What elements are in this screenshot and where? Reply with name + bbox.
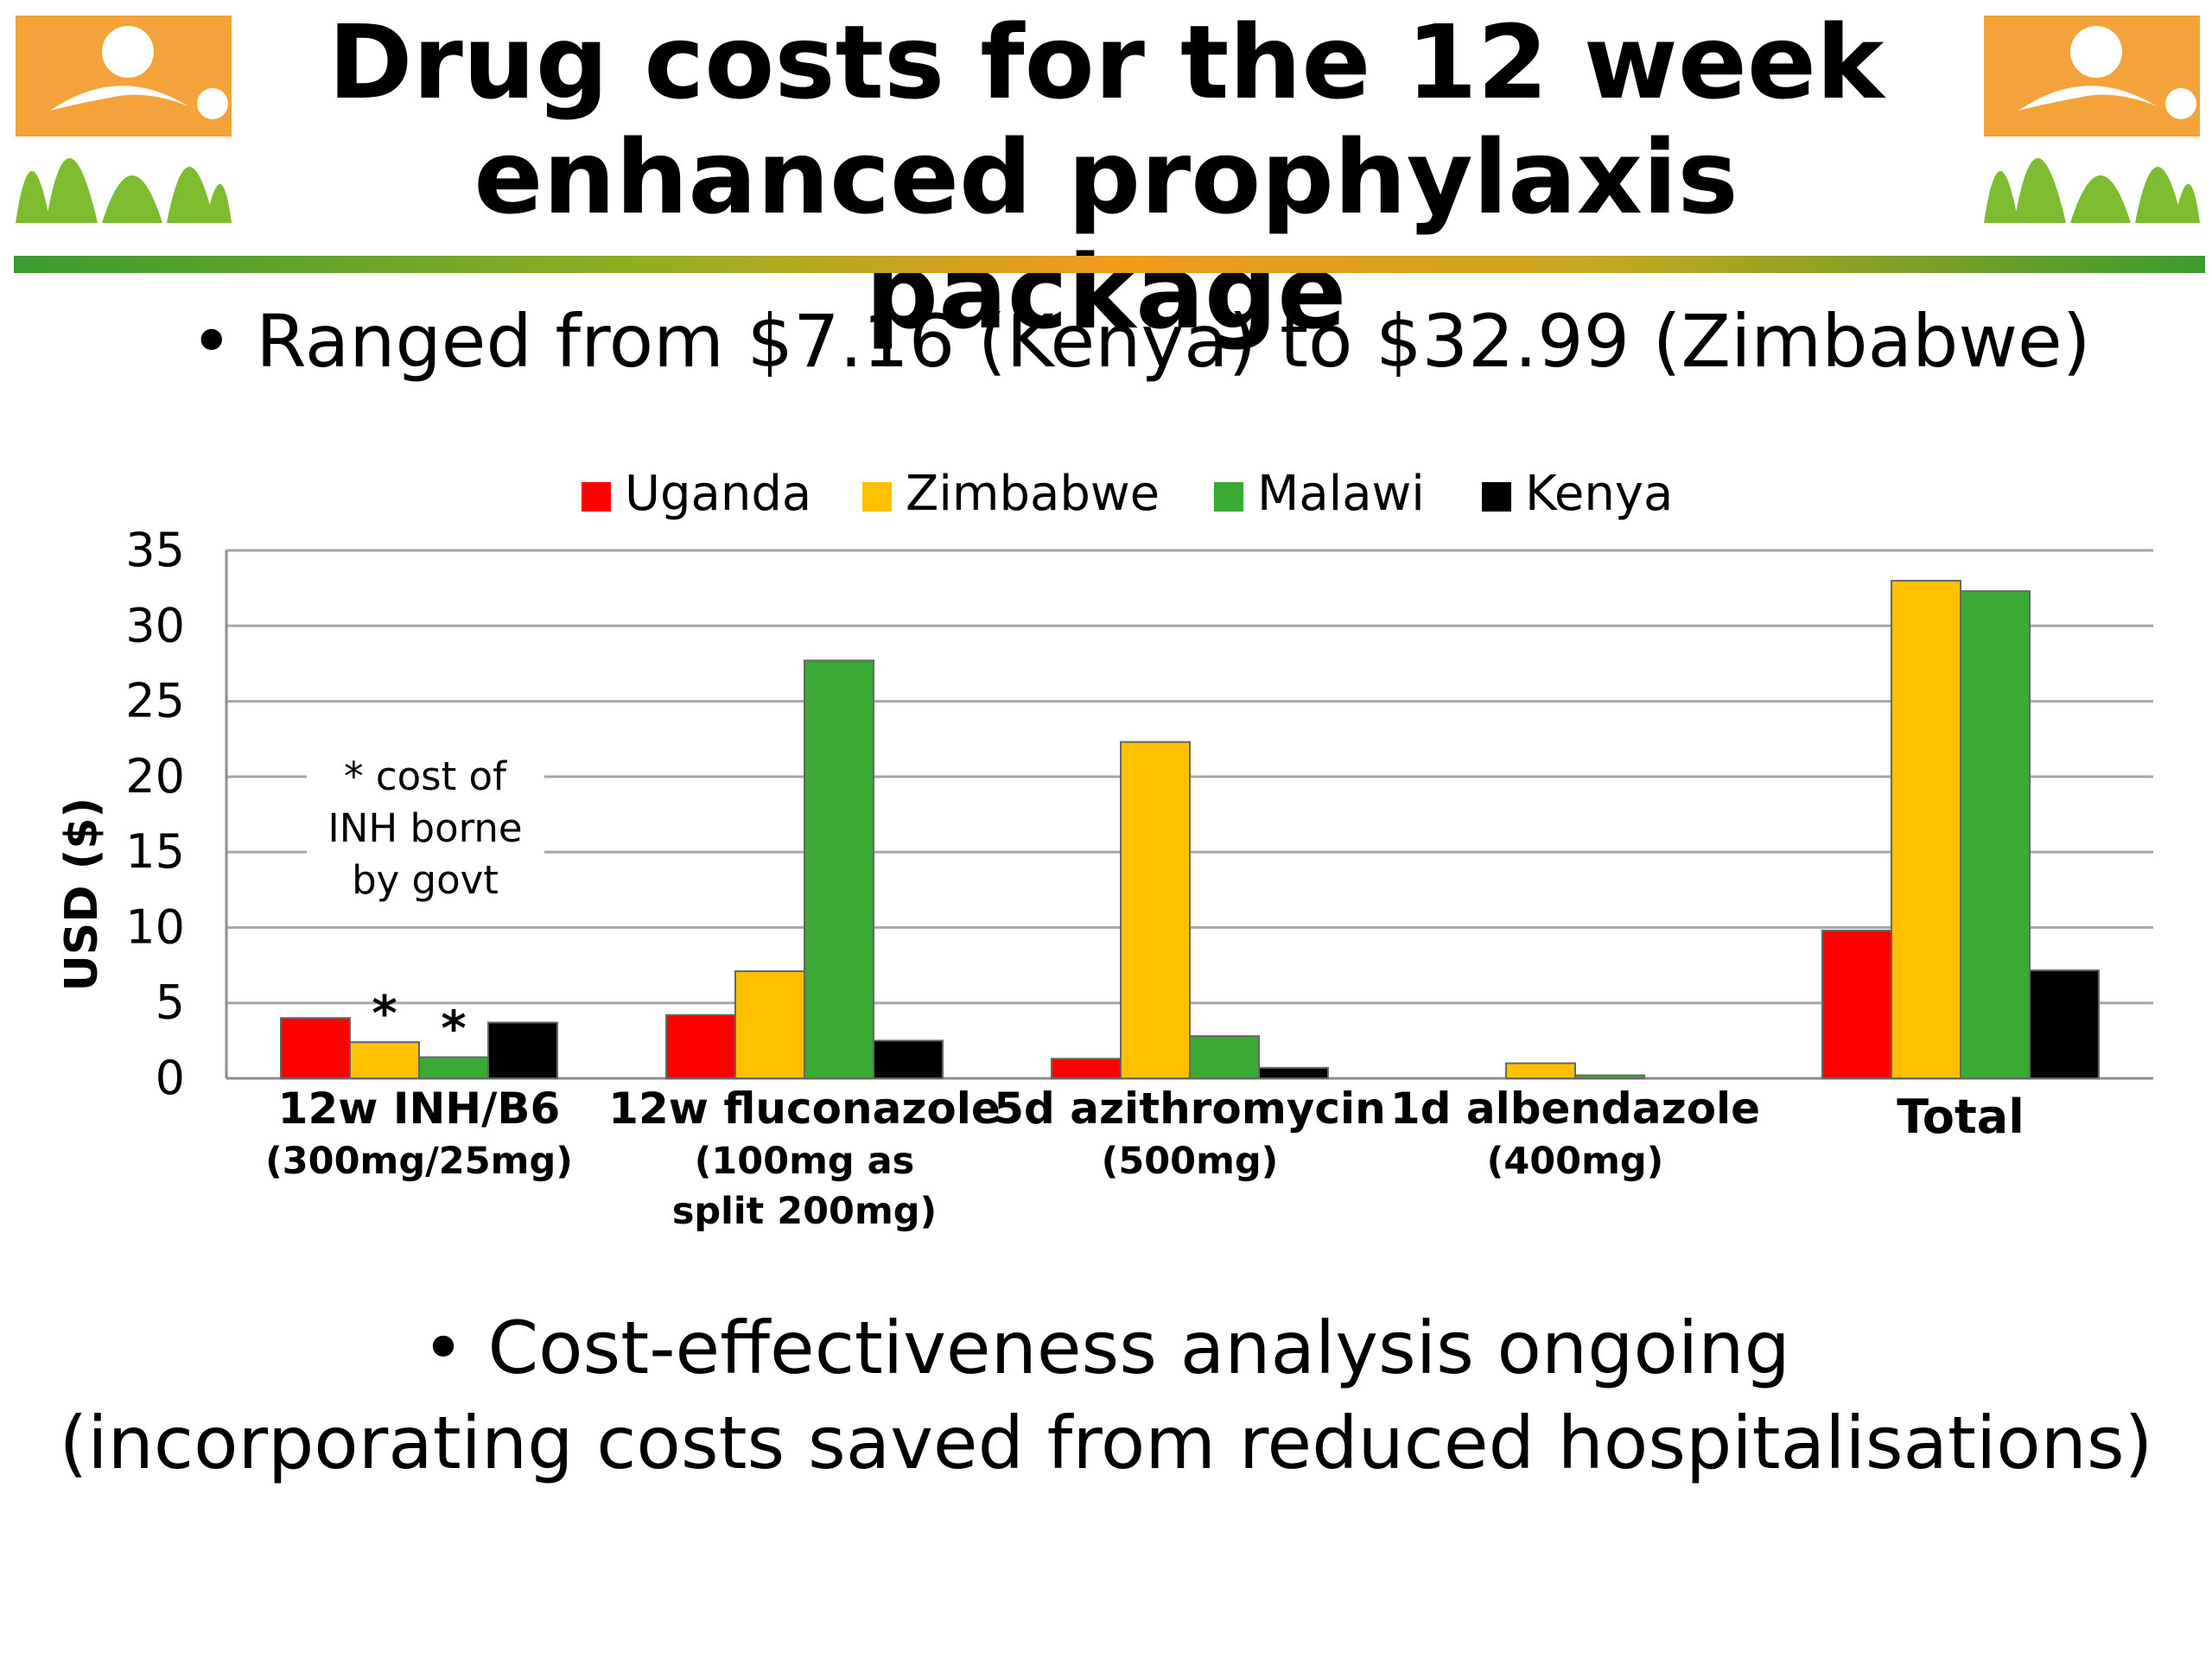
bar-uganda [1051,1058,1122,1080]
legend-label-malawi: Malawi [1257,466,1425,522]
chart-bars [280,580,2100,1080]
x-axis-category-labels: 12w INH/B6 (300mg/25mg) 12w fluconazole (10… [265,1084,2024,1233]
bar-malawi [1189,1035,1260,1079]
inh-cost-annotation: * cost of INH borne by govt [307,747,544,907]
x-category-label: split 200mg) [672,1190,937,1233]
y-tick-label: 30 [125,598,185,652]
bar-zimbabwe [1120,741,1191,1079]
bar-zimbabwe [349,1041,420,1079]
annotation-background [307,747,544,907]
y-tick-label: 25 [125,674,185,728]
x-category-label: 12w INH/B6 [278,1084,561,1134]
bar-zimbabwe [734,970,805,1079]
bullet-cost-effectiveness-line-1: • Cost-effectiveness analysis ongoing [52,1300,2160,1395]
y-tick-label: 10 [125,899,185,954]
legend-label-zimbabwe: Zimbabwe [906,466,1160,522]
asterisk-marks: * * [372,986,466,1057]
legend-label-kenya: Kenya [1525,466,1673,522]
chart-legend: Uganda Zimbabwe Malawi Kenya [582,466,1673,522]
bar-kenya [873,1039,944,1079]
bar-kenya [487,1021,558,1079]
legend-swatch-malawi [1214,482,1243,512]
bar-malawi [1574,1074,1645,1079]
y-tick-label: 15 [125,824,185,879]
x-category-label: Total [1897,1090,2024,1144]
slide-title-line-1: Drug costs for the 12 week [327,3,1885,122]
bullet-cost-effectiveness-text: Cost-effectiveness analysis ongoing [487,1306,1790,1390]
legend-label-uganda: Uganda [625,466,811,522]
title-divider [14,256,2205,273]
bar-malawi [804,659,874,1079]
y-axis-ticks: 0 5 10 15 20 25 30 35 [125,523,185,1105]
x-category-label: 5d azithromycin [994,1084,1386,1134]
bullet-cost-range: • Ranged from $7.16 (Kenya) to $32.99 (Z… [190,294,2091,389]
bullet-cost-effectiveness: • Cost-effectiveness analysis ongoing (i… [52,1300,2160,1491]
people-in-grass-logo-icon [16,16,232,232]
bullet-cost-effectiveness-line-2: (incorporating costs saved from reduced … [59,1401,2153,1485]
asterisk-mark: * [441,1001,466,1058]
slide-title-line-2: enhanced prophylaxis package [474,118,1738,352]
bullet-cost-range-text: Ranged from $7.16 (Kenya) to $32.99 (Zim… [256,299,2091,384]
bar-malawi [418,1056,489,1079]
x-category-label: (100mg as [695,1140,915,1183]
legend-swatch-zimbabwe [862,482,892,512]
bullet-marker: • [422,1306,465,1390]
x-category-label: (300mg/25mg) [265,1140,573,1183]
annotation-line: by govt [352,857,499,903]
legend-swatch-uganda [582,482,611,512]
legend-swatch-kenya [1482,482,1511,512]
bar-zimbabwe [1505,1062,1576,1079]
annotation-line: INH borne [327,805,522,851]
y-tick-label: 35 [125,523,185,577]
bar-uganda [665,1014,736,1079]
y-tick-label: 0 [156,1051,185,1105]
bar-kenya [2029,969,2100,1079]
y-tick-label: 20 [125,749,185,804]
bullet-marker: • [190,299,233,384]
y-axis-label: USD ($) [56,798,108,992]
x-category-label: (500mg) [1102,1140,1279,1183]
bar-uganda [280,1017,351,1080]
x-category-label: 12w fluconazole [608,1084,1001,1134]
asterisk-mark: * [372,986,397,1042]
people-in-grass-logo-icon-right [1984,16,2200,232]
bar-malawi [1960,590,2031,1080]
bar-uganda [1821,929,1892,1079]
bar-zimbabwe [1891,580,1961,1079]
x-category-label: 1d albendazole [1390,1084,1760,1134]
y-tick-label: 5 [156,976,185,1030]
bar-kenya [1258,1066,1329,1080]
drug-costs-bar-chart: Uganda Zimbabwe Malawi Kenya 0 5 10 15 20 25 30 35… [56,466,2153,1233]
annotation-line: * cost of [344,753,507,799]
slide-title: Drug costs for the 12 week enhanced prop… [225,5,1987,350]
x-category-label: (400mg) [1487,1140,1664,1183]
